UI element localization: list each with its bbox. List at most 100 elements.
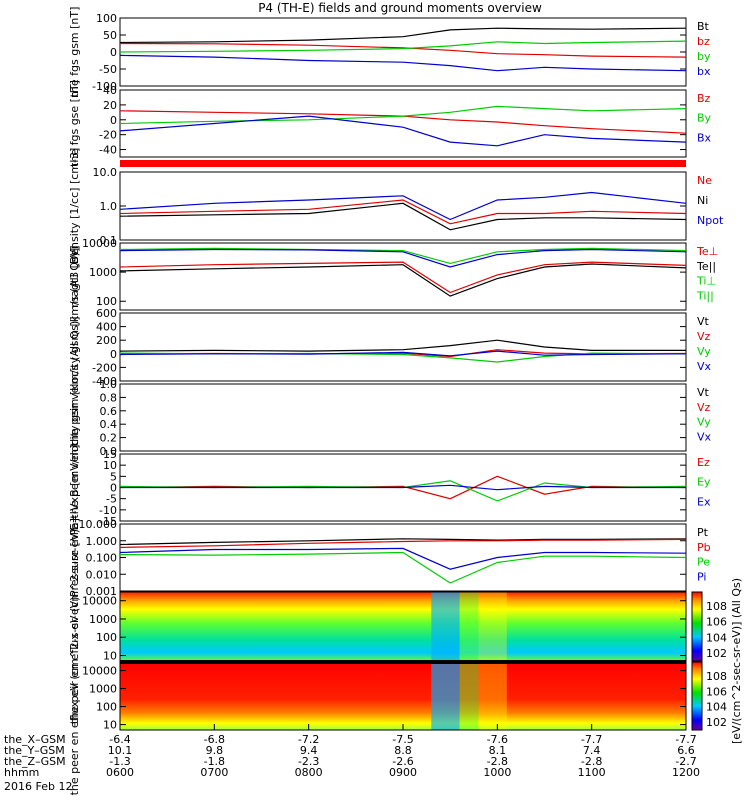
ytick-label: 0.0 bbox=[100, 445, 118, 458]
series-line-Ti|| bbox=[119, 247, 687, 265]
ytick-label: 0 bbox=[110, 482, 117, 495]
ytick-label: -10 bbox=[99, 504, 117, 517]
xtick-label-x: -7.7 bbox=[675, 733, 696, 746]
spectrogram-fill bbox=[120, 662, 686, 730]
ytick-label: -20 bbox=[99, 129, 117, 142]
spectrogram-band bbox=[478, 662, 507, 730]
ytick-label: 50 bbox=[103, 29, 117, 42]
legend-entry: Ni bbox=[697, 194, 708, 207]
ylabel: Pressure [nPa] bbox=[68, 518, 81, 597]
series-line-bz bbox=[119, 42, 687, 58]
ytick-label: -200 bbox=[92, 361, 117, 374]
spectrogram-band bbox=[459, 662, 479, 730]
ytick-label: 10.0 bbox=[93, 166, 118, 179]
panel-8: 10000 1000 100 10 the peir en eflux eV (cm^2… bbox=[68, 529, 687, 724]
legend-entry: Ti⊥ bbox=[696, 275, 716, 288]
ytick-label: 0.2 bbox=[100, 432, 118, 445]
panel-0: 100 50 0 -50 -100 the fgs gsm [nT] Bt bz by bx bbox=[68, 7, 711, 98]
xtick-label-t: 0800 bbox=[295, 766, 323, 779]
ylabel: the fgs gse [nT] bbox=[68, 80, 81, 167]
ytick-label: 0 bbox=[110, 348, 117, 361]
ytick-label: 0.100 bbox=[86, 552, 118, 565]
legend-entry: bx bbox=[697, 65, 711, 78]
legend-entry: Bx bbox=[697, 131, 712, 144]
series-line-Vt bbox=[119, 339, 686, 352]
legend-entry: Bz bbox=[697, 92, 711, 105]
series-line-Te|| bbox=[119, 263, 687, 297]
series-line-Ne bbox=[119, 199, 687, 225]
xtick-label-t: 0600 bbox=[106, 766, 134, 779]
ytick-label: 0.001 bbox=[86, 585, 118, 598]
panel-frame bbox=[119, 171, 687, 241]
ytick-label: 10 bbox=[103, 650, 117, 663]
ylabel: E=-VxB [mV/m] bbox=[68, 445, 81, 531]
spectrogram-8 bbox=[120, 592, 686, 661]
ytick-label: 0 bbox=[110, 114, 117, 127]
panel-frame bbox=[119, 312, 687, 382]
xtick-label-y: 8.8 bbox=[394, 744, 412, 757]
panel-frame bbox=[119, 523, 687, 592]
series-line-Te⊥ bbox=[119, 261, 687, 294]
legend-entry: Ey bbox=[697, 476, 711, 489]
colorbar: 108 106 104 102 bbox=[691, 591, 727, 662]
panel-frame bbox=[119, 242, 687, 311]
xtick-label-x: -7.2 bbox=[298, 733, 319, 746]
ytick-label: 10000 bbox=[82, 595, 117, 608]
colorbar-tick: 108 bbox=[706, 670, 727, 683]
legend-entry: Te⊥ bbox=[696, 245, 718, 258]
ytick-label: 15 bbox=[103, 448, 117, 461]
panel-9: 10000 1000 100 10 the peer en eflux eV (cm^2… bbox=[68, 597, 687, 796]
ylabel: the peer en eflux eV (cm^2-s-sr-eV) bbox=[68, 597, 81, 796]
xtick-label-t: 0900 bbox=[389, 766, 417, 779]
panel-2: 10.0 1.0 0.1 Density [1/cc] [cm-3] Ne Ni Npot bbox=[68, 148, 724, 265]
spectrogram-band bbox=[431, 592, 460, 661]
ytick-label: -50 bbox=[99, 63, 117, 76]
series-line-Ey bbox=[119, 480, 687, 502]
ylabel: magt3 [eV] bbox=[68, 245, 81, 307]
xtick-label-x: -7.5 bbox=[392, 733, 413, 746]
panel-5: 1.00.80.60.40.20.0 the peer velocity gsm … bbox=[68, 316, 712, 518]
ytick-label: -100 bbox=[92, 80, 117, 93]
ytick-label: 0 bbox=[110, 46, 117, 59]
legend-entry: Vt bbox=[697, 386, 710, 399]
legend-entry: Vz bbox=[697, 330, 711, 343]
xtick-label-x: -6.4 bbox=[109, 733, 130, 746]
ytick-label: 0.6 bbox=[100, 405, 118, 418]
ytick-label: 400 bbox=[96, 321, 117, 334]
xtick-label-y: 9.8 bbox=[206, 744, 224, 757]
legend-entry: Pt bbox=[697, 526, 709, 539]
legend-entry: Bt bbox=[697, 20, 710, 33]
xtick-label-y: 10.1 bbox=[108, 744, 133, 757]
axis-row-label: hhmm bbox=[4, 766, 39, 779]
ytick-label: -5 bbox=[106, 493, 117, 506]
ytick-label: 1000 bbox=[89, 683, 117, 696]
spectrogram-fill bbox=[120, 592, 686, 661]
ytick-label: 100 bbox=[96, 701, 117, 714]
ytick-label: 200 bbox=[96, 334, 117, 347]
legend-entry: Ex bbox=[697, 495, 711, 508]
legend-entry: Ti|| bbox=[696, 289, 714, 302]
axis-row-label: the_Z–GSM bbox=[4, 755, 66, 768]
legend-entry: Vx bbox=[697, 360, 712, 373]
series-line-Bz bbox=[119, 110, 687, 134]
panel-frame bbox=[119, 89, 687, 158]
xtick-label-z: -2.8 bbox=[487, 755, 508, 768]
xtick-label-z: -2.3 bbox=[298, 755, 319, 768]
legend-entry: Vy bbox=[697, 345, 711, 358]
legend-entry: Pi bbox=[697, 570, 706, 583]
ytick-label: 1.0 bbox=[100, 200, 118, 213]
series-line-Pe bbox=[119, 551, 687, 584]
legend-entry: Vx bbox=[697, 430, 712, 443]
xtick-label-y: 6.6 bbox=[677, 744, 695, 757]
ylabel: the peir en eflux eV (cm^2-s-sr-eV) bbox=[68, 529, 81, 724]
ytick-label: -400 bbox=[92, 375, 117, 388]
legend-entry: Vz bbox=[697, 401, 711, 414]
legend-entry: Pe bbox=[697, 556, 710, 569]
ytick-label: -40 bbox=[99, 144, 117, 157]
ylabel: the peir velocity gsm [km/s (All Qs)] bbox=[68, 248, 81, 447]
xtick-label-y: 9.4 bbox=[300, 744, 318, 757]
series-line-bx bbox=[119, 54, 687, 72]
xtick-label-z: -1.3 bbox=[109, 755, 130, 768]
xtick-label-t: 1100 bbox=[578, 766, 606, 779]
axis-row-label: 2016 Feb 12 bbox=[4, 780, 72, 793]
